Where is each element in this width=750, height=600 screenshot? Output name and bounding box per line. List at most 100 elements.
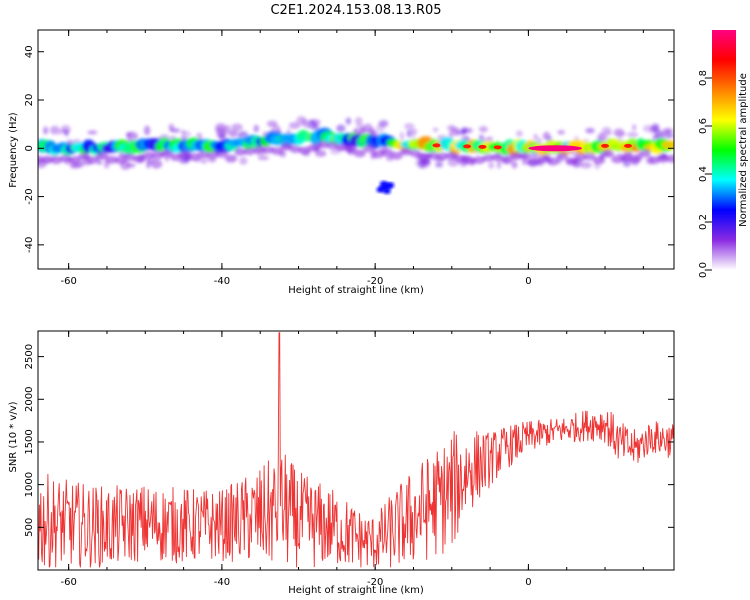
heatmap-halo-mark [215, 126, 227, 135]
snr-panel: -60 -40 -20 0 500 1000 1500 2000 2500 Height of … [8, 330, 675, 596]
heatmap-underside-mark [629, 154, 642, 163]
heatmap-underside-mark [528, 157, 541, 166]
heatmap-halo-mark [354, 117, 363, 126]
heatmap-halo-mark [201, 159, 207, 164]
heatmap-underside-mark [445, 151, 458, 160]
heatmap-halo-mark [585, 127, 595, 134]
snr-x-tick-label: -60 [60, 577, 76, 588]
snr-x-axis-label: Height of straight line (km) [288, 585, 424, 596]
heatmap-halo-mark [314, 150, 327, 157]
heatmap-underside-mark [583, 152, 596, 161]
heatmap-underside-mark [142, 151, 155, 160]
heatmap-underside-mark [418, 152, 431, 161]
figure-title: C2E1.2024.153.08.13.R05 [270, 3, 441, 18]
heatmap-x-tick-label: -60 [60, 276, 76, 287]
heatmap-underside-mark [344, 143, 357, 152]
heatmap-scatter-mark [376, 186, 385, 193]
heatmap-underside-mark [234, 147, 247, 156]
heatmap-underside-mark [68, 155, 81, 164]
heatmap-underside-mark [363, 144, 376, 153]
heatmap-hot-mark [463, 144, 472, 149]
heatmap-halo-mark [231, 123, 243, 132]
heatmap-halo-mark [267, 121, 276, 128]
colorbar-tick-label: 0.6 [698, 118, 709, 134]
heatmap-halo-mark [170, 128, 181, 133]
heatmap-halo-mark [257, 155, 270, 161]
heatmap-underside-mark [215, 149, 228, 158]
heatmap-underside-mark [77, 152, 90, 161]
heatmap-underside-mark [454, 154, 467, 163]
heatmap-underside-mark [252, 145, 265, 154]
heatmap-underside-mark [602, 149, 615, 158]
heatmap-underside-mark [491, 153, 504, 162]
heatmap-underside-mark [114, 156, 127, 165]
heatmap-halo-mark [406, 129, 412, 138]
heatmap-halo-mark [533, 133, 538, 141]
heatmap-y-axis-label: Frequency (Hz) [8, 112, 19, 188]
heatmap-x-tick-label: -40 [214, 276, 230, 287]
heatmap-underside-mark [592, 156, 605, 165]
heatmap-halo-mark [410, 131, 417, 137]
heatmap-halo-mark [580, 161, 592, 169]
heatmap-underside-mark [151, 151, 164, 160]
heatmap-halo-mark [288, 122, 301, 129]
heatmap-halo-mark [61, 129, 67, 134]
heatmap-underside-mark [179, 150, 192, 159]
snr-y-tick-label: 1000 [24, 472, 35, 497]
colorbar-tick-label: 0.0 [698, 262, 709, 278]
heatmap-hot-mark [432, 143, 441, 148]
heatmap-underside-mark [206, 151, 219, 160]
snr-plot-area [38, 331, 674, 570]
heatmap-peak-mark [528, 145, 583, 152]
heatmap-underside-mark [197, 150, 210, 159]
heatmap-halo-mark [181, 130, 186, 135]
heatmap-y-tick-label: 0 [24, 145, 35, 151]
snr-y-axis-label: SNR (10 * v/v) [8, 401, 19, 472]
heatmap-underside-mark [482, 153, 495, 162]
colorbar-bar [712, 30, 736, 270]
heatmap-underside-mark [556, 152, 569, 161]
heatmap-underside-mark [638, 149, 651, 158]
heatmap-underside-mark [41, 155, 54, 164]
heatmap-halo-mark [448, 131, 460, 137]
heatmap-halo-mark [87, 130, 98, 135]
heatmap-halo-mark [146, 160, 151, 169]
heatmap-halo-mark [669, 133, 674, 139]
heatmap-hot-mark [601, 143, 610, 148]
colorbar-label: Normalized spectral amplitude [738, 73, 749, 227]
heatmap-underside-mark [188, 152, 201, 161]
heatmap-halo-mark [296, 116, 307, 125]
heatmap-underside-mark [464, 156, 477, 165]
heatmap-y-tick-label: -40 [24, 237, 35, 253]
heatmap-halo-mark [521, 160, 531, 165]
heatmap-halo-mark [627, 131, 639, 138]
heatmap-underside-mark [372, 150, 385, 159]
heatmap-halo-mark [239, 157, 248, 165]
heatmap-underside-mark [326, 141, 339, 150]
heatmap-halo-mark [632, 124, 637, 131]
heatmap-underside-mark [519, 152, 532, 161]
heatmap-underside-mark [105, 155, 118, 164]
heatmap-underside-mark [611, 155, 624, 164]
heatmap-halo-mark [657, 131, 668, 138]
heatmap-halo-mark [126, 131, 138, 141]
heatmap-halo-mark [616, 132, 626, 137]
heatmap-halo-mark [404, 123, 415, 130]
heatmap-halo-mark [218, 132, 227, 140]
heatmap-halo-mark [345, 117, 352, 125]
heatmap-hot-mark [493, 145, 502, 150]
heatmap-underside-mark [271, 146, 284, 155]
heatmap-halo-mark [399, 131, 405, 141]
heatmap-underside-mark [546, 157, 559, 166]
heatmap-underside-mark [390, 151, 403, 160]
heatmap-panel: -60 -40 -20 0 -40 -20 0 20 40 Height of straight… [8, 29, 675, 296]
snr-x-tick-label: -40 [214, 577, 230, 588]
heatmap-underside-mark [289, 145, 302, 154]
heatmap-underside-mark [169, 153, 182, 162]
heatmap-halo-mark [253, 124, 260, 133]
heatmap-underside-mark [620, 153, 633, 162]
heatmap-halo-mark [557, 129, 565, 135]
heatmap-underside-mark [317, 140, 330, 149]
heatmap-halo-mark [49, 125, 60, 135]
heatmap-underside-mark [399, 147, 412, 156]
